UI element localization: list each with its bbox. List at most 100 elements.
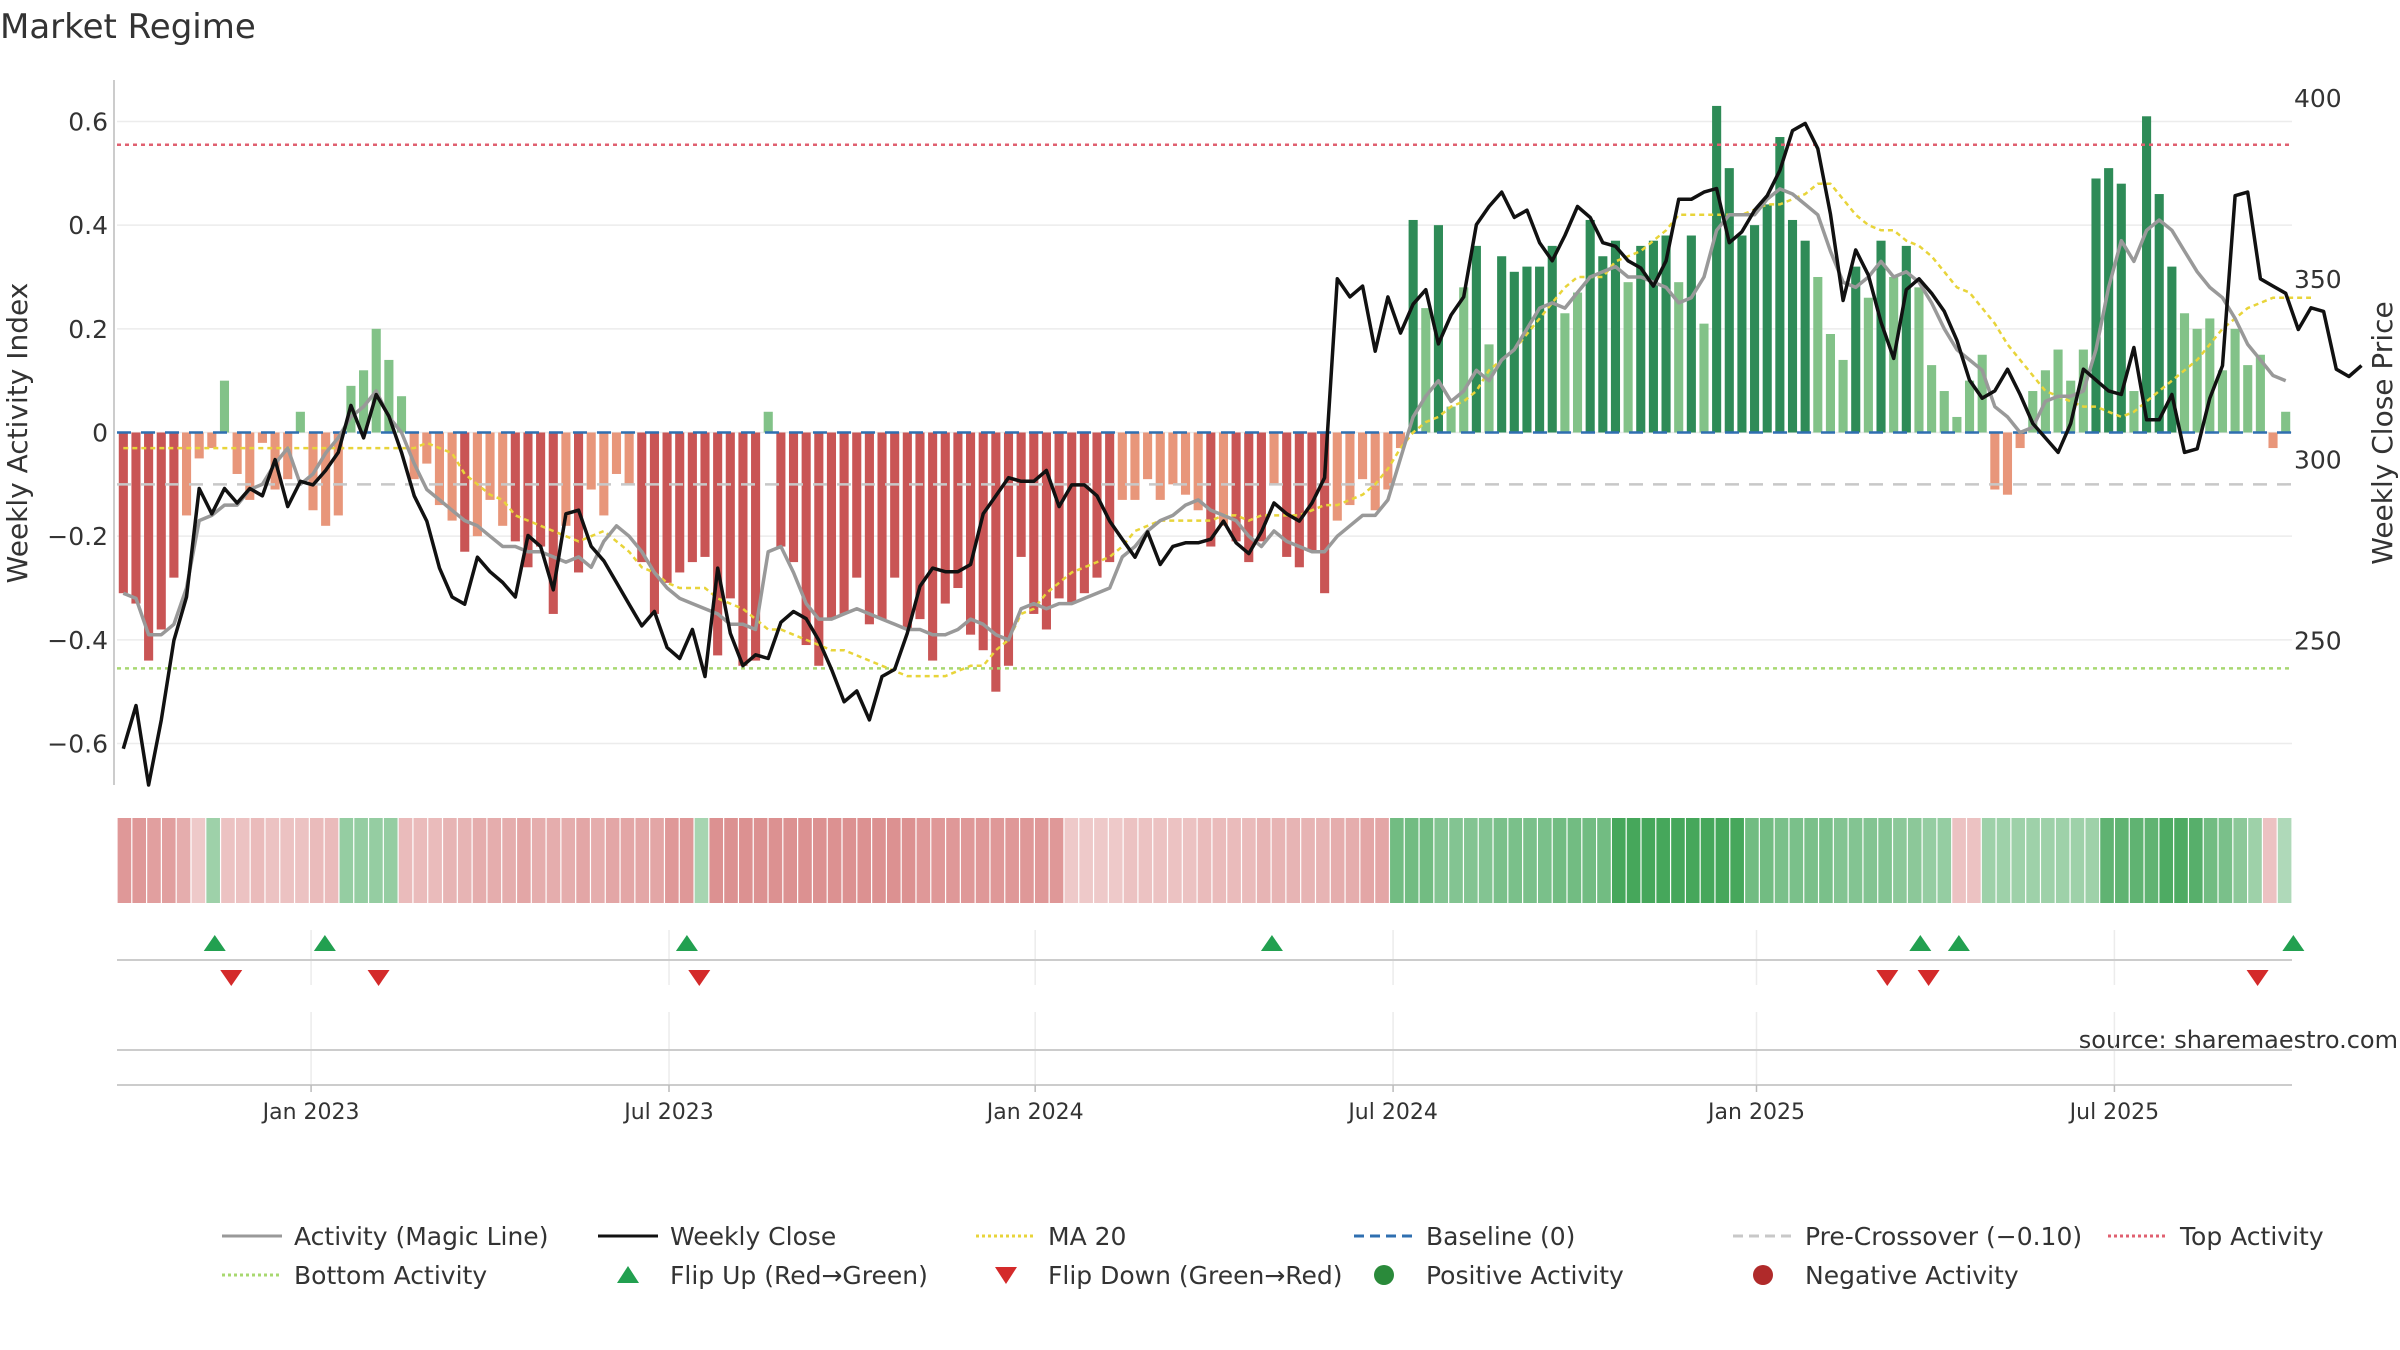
regime-cell bbox=[2011, 818, 2026, 903]
legend-label: Bottom Activity bbox=[294, 1261, 487, 1290]
regime-cell bbox=[1789, 818, 1804, 903]
activity-bar bbox=[460, 432, 470, 552]
regime-cell bbox=[1582, 818, 1596, 903]
activity-bar bbox=[384, 359, 394, 433]
regime-cell bbox=[2203, 818, 2218, 903]
regime-cell bbox=[827, 818, 842, 903]
regime-cell bbox=[517, 818, 531, 903]
regime-cell bbox=[1996, 818, 2011, 903]
activity-bar bbox=[1408, 219, 1418, 433]
activity-bar bbox=[498, 432, 508, 526]
activity-bar bbox=[1737, 235, 1747, 433]
regime-cell bbox=[1138, 818, 1153, 903]
activity-bar bbox=[257, 432, 267, 443]
activity-bar bbox=[1003, 432, 1014, 666]
activity-bar bbox=[1016, 432, 1026, 557]
regime-cell bbox=[2189, 818, 2203, 903]
activity-bar bbox=[801, 432, 811, 646]
regime-cell bbox=[1316, 818, 1330, 903]
activity-bar bbox=[763, 411, 773, 433]
activity-bar bbox=[1775, 137, 1785, 433]
regime-cell bbox=[1375, 818, 1389, 903]
activity-bar bbox=[1572, 292, 1583, 433]
regime-cell bbox=[2218, 818, 2233, 903]
activity-bar bbox=[2091, 178, 2101, 433]
regime-cell bbox=[1123, 818, 1138, 903]
regime-cell bbox=[1745, 818, 1759, 903]
regime-cell bbox=[309, 818, 324, 903]
activity-bar bbox=[1535, 266, 1545, 433]
activity-bar bbox=[1294, 432, 1304, 568]
activity-bar bbox=[738, 432, 748, 666]
regime-cell bbox=[147, 818, 161, 903]
x-tick-label: Jan 2023 bbox=[261, 1100, 360, 1125]
activity-bar bbox=[2243, 365, 2253, 433]
activity-bar bbox=[2002, 432, 2013, 495]
flip-up-marker bbox=[2282, 935, 2305, 951]
regime-cell bbox=[1493, 818, 1508, 903]
activity-bar bbox=[1497, 256, 1507, 433]
regime-cell bbox=[295, 818, 309, 903]
y-tick-label-left: 0.6 bbox=[68, 107, 108, 136]
activity-bar bbox=[1421, 308, 1431, 433]
flip-down-marker bbox=[220, 970, 243, 986]
flip-markers-panel bbox=[117, 935, 2305, 1086]
flip-up-marker bbox=[1947, 935, 1970, 951]
regime-cell bbox=[813, 818, 827, 903]
regime-cell bbox=[250, 818, 265, 903]
activity-bar bbox=[169, 432, 179, 578]
activity-bar bbox=[194, 432, 204, 459]
regime-cell bbox=[1286, 818, 1301, 903]
regime-cell bbox=[383, 818, 398, 903]
regime-cell bbox=[857, 818, 871, 903]
regime-cell bbox=[960, 818, 975, 903]
regime-cell bbox=[901, 818, 916, 903]
regime-cell bbox=[1656, 818, 1670, 903]
activity-bar bbox=[1964, 380, 1975, 433]
regime-cell bbox=[650, 818, 664, 903]
regime-cell bbox=[1759, 818, 1774, 903]
activity-bar bbox=[232, 432, 242, 474]
activity-bar bbox=[1029, 432, 1039, 614]
regime-cell bbox=[339, 818, 354, 903]
activity-bar bbox=[1598, 256, 1608, 433]
regime-cell bbox=[753, 818, 768, 903]
activity-bar bbox=[1800, 240, 1810, 433]
activity-bar bbox=[1269, 432, 1279, 485]
legend-label: Activity (Magic Line) bbox=[294, 1222, 548, 1251]
activity-bar bbox=[2142, 116, 2152, 433]
activity-bar bbox=[1054, 432, 1064, 599]
activity-bar bbox=[940, 432, 950, 604]
regime-cell bbox=[1626, 818, 1641, 903]
regime-cell bbox=[739, 818, 753, 903]
regime-cell bbox=[1804, 818, 1818, 903]
regime-cell bbox=[768, 818, 783, 903]
regime-cell bbox=[2085, 818, 2100, 903]
regime-cell bbox=[1242, 818, 1256, 903]
flip-up-marker bbox=[1909, 935, 1932, 951]
activity-bar bbox=[1952, 416, 1962, 433]
y-tick-label-left: 0.2 bbox=[68, 315, 108, 344]
activity-bar bbox=[890, 432, 900, 578]
activity-bar bbox=[1901, 245, 1911, 433]
y-axis-label-right: Weekly Close Price bbox=[2366, 301, 2399, 564]
regime-cell bbox=[1700, 818, 1715, 903]
flip-down-marker bbox=[1876, 970, 1899, 986]
activity-bar bbox=[1990, 432, 2000, 490]
activity-bar bbox=[814, 432, 824, 666]
regime-cell bbox=[1567, 818, 1582, 903]
legend-label: Positive Activity bbox=[1426, 1261, 1624, 1290]
flip-down-marker bbox=[2246, 970, 2269, 986]
magic-line bbox=[122, 187, 2287, 642]
regime-cell bbox=[531, 818, 546, 903]
activity-bar bbox=[2230, 328, 2240, 433]
activity-bar bbox=[1117, 432, 1127, 500]
activity-bar bbox=[1509, 271, 1519, 433]
activity-bar bbox=[1218, 432, 1229, 526]
activity-bar bbox=[2179, 313, 2190, 433]
activity-bar bbox=[1686, 235, 1696, 433]
regime-cell bbox=[1538, 818, 1552, 903]
regime-cell bbox=[1952, 818, 1966, 903]
activity-bar bbox=[1484, 344, 1494, 433]
activity-bar bbox=[523, 432, 533, 568]
